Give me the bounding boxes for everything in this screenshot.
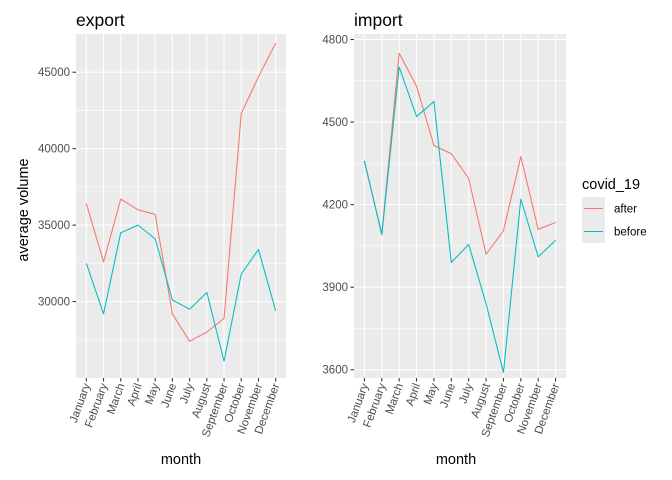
series-line-after: [363, 52, 556, 255]
y-tick-label: 4800: [322, 35, 348, 47]
y-tick-label: 40000: [38, 144, 70, 156]
x-tick-label: June: [159, 382, 179, 410]
x-tick-label: May: [422, 382, 441, 407]
y-tick-label: 35000: [38, 220, 70, 232]
legend-title: covid_19: [582, 177, 640, 193]
y-tick-label: 3900: [322, 282, 348, 294]
y-tick-label: 4200: [322, 200, 348, 212]
x-tick-label: April: [404, 382, 423, 408]
export-y-axis: 30000 35000 40000 45000: [38, 67, 76, 309]
y-tick-label: 4500: [322, 117, 348, 129]
export-x-axis: JanuaryFebruaryMarchAprilMayJuneJulyAugu…: [68, 378, 283, 439]
export-plot-background: [76, 34, 286, 378]
series-line-before: [85, 224, 277, 362]
legend-item-before: before: [582, 220, 647, 243]
export-title: export: [76, 10, 125, 30]
import-panel: import 3600 3900 4200 4500 4800 JanuaryFebru…: [322, 10, 566, 468]
export-panel: export 30000 35000 40000 45000 JanuaryFebru…: [16, 10, 286, 468]
x-tick-label: May: [143, 382, 162, 407]
legend-keys: after before: [582, 197, 647, 243]
export-y-axis-title: average volume: [16, 158, 32, 261]
export-x-axis-title: month: [161, 452, 201, 468]
series-line-after: [85, 42, 277, 342]
y-tick-label: 3600: [322, 365, 348, 377]
import-title: import: [354, 10, 403, 30]
import-series-lines: [363, 52, 556, 374]
y-tick-label: 30000: [38, 297, 70, 309]
export-series-lines: [85, 42, 277, 362]
legend-label: after: [614, 204, 637, 216]
export-gridlines: [76, 34, 286, 378]
x-tick-label: July: [457, 382, 475, 406]
y-tick-label: 45000: [38, 67, 70, 79]
legend-label: before: [614, 227, 647, 239]
import-y-axis: 3600 3900 4200 4500 4800: [322, 35, 354, 377]
import-x-axis-title: month: [436, 452, 476, 468]
x-tick-label: July: [178, 382, 196, 406]
x-tick-label: April: [126, 382, 145, 408]
import-gridlines: [354, 34, 566, 378]
x-tick-label: June: [438, 382, 458, 410]
import-plot-background: [354, 34, 566, 378]
legend: covid_19 after before: [582, 177, 647, 243]
legend-item-after: after: [582, 197, 637, 220]
series-line-before: [363, 66, 556, 374]
